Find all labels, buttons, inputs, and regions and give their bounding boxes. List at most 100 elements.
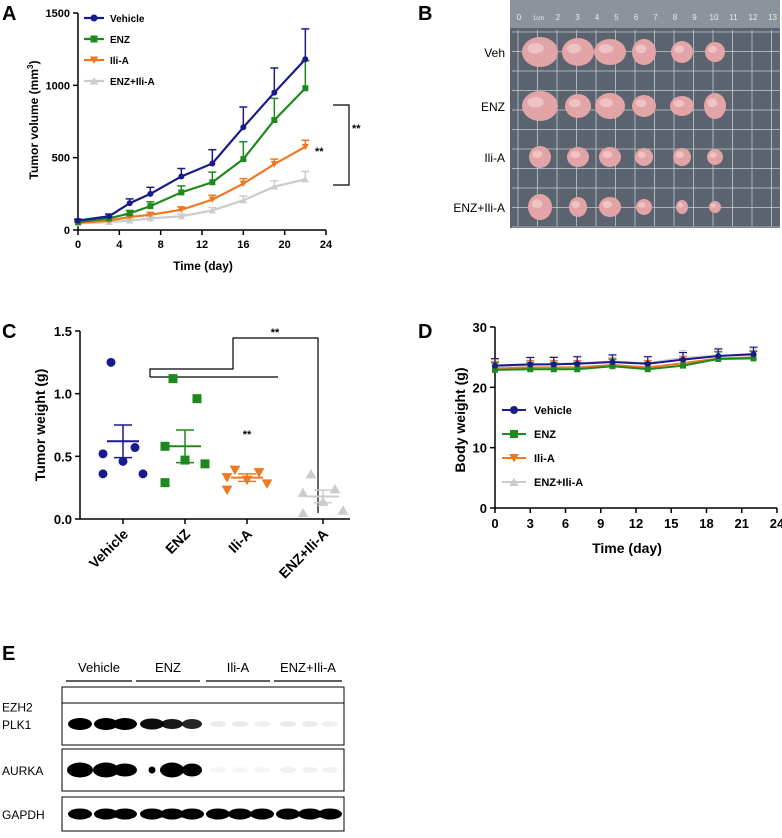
photo-ruler-label: 3 bbox=[575, 13, 580, 22]
photo-ruler-label: 7 bbox=[653, 13, 658, 22]
chart-a-point bbox=[147, 190, 154, 197]
panel-label-e: E bbox=[2, 643, 15, 665]
chart-a-legend-label: ENZ+Ili-A bbox=[110, 77, 155, 88]
chart-d-xlabel: Time (day) bbox=[592, 540, 662, 556]
chart-a-legend-marker bbox=[89, 56, 99, 64]
chart-d-point bbox=[574, 366, 581, 373]
chart-d-point bbox=[715, 352, 722, 359]
chart-d-legend-marker bbox=[510, 406, 518, 414]
tumor-highlight bbox=[527, 97, 544, 108]
blot-band bbox=[94, 718, 118, 730]
photo-ruler-label: 1cm bbox=[533, 16, 544, 22]
chart-c-point bbox=[297, 507, 309, 518]
chart-d-legend-marker bbox=[509, 454, 519, 463]
blot-group-label: Vehicle bbox=[78, 660, 120, 675]
chart-c-point bbox=[329, 483, 341, 494]
blot-band bbox=[298, 808, 322, 820]
chart-a-xtick-label: 24 bbox=[320, 239, 333, 251]
blot-band bbox=[210, 721, 226, 727]
photo-ruler-label: 10 bbox=[710, 13, 719, 22]
photo-ruler-label: 11 bbox=[729, 13, 738, 22]
chart-c-point bbox=[337, 505, 349, 515]
chart-c-xtick-label: ENZ bbox=[162, 525, 193, 556]
chart-d-legend-label: ENZ bbox=[534, 429, 556, 441]
chart-c-sig-bracket: ** bbox=[271, 327, 280, 339]
chart-d-ytick-label: 0 bbox=[480, 501, 487, 516]
chart-d-xtick-label: 3 bbox=[527, 516, 534, 531]
blot-protein-label: PLK1 bbox=[2, 718, 32, 732]
blot-band bbox=[113, 808, 137, 820]
blot-band bbox=[322, 721, 338, 727]
tumor-highlight bbox=[638, 202, 646, 208]
tumor-highlight bbox=[635, 99, 647, 108]
blot-band bbox=[318, 808, 342, 820]
chart-c-point bbox=[98, 469, 108, 479]
blot-band bbox=[228, 808, 252, 820]
chart-c-point bbox=[106, 357, 116, 367]
panel-label-c: C bbox=[2, 321, 16, 343]
tumor-highlight bbox=[709, 152, 717, 158]
chart-a-point bbox=[147, 203, 154, 210]
blot-band bbox=[113, 718, 137, 730]
chart-a-ytick-label: 1000 bbox=[46, 80, 70, 92]
chart-a-point bbox=[209, 179, 216, 186]
chart-a-point bbox=[240, 124, 247, 131]
chart-a-xtick-label: 16 bbox=[237, 239, 249, 251]
chart-a-point bbox=[146, 215, 154, 222]
chart-c-point bbox=[305, 468, 317, 479]
chart-a-point bbox=[270, 183, 278, 190]
blot-protein-label: AURKA bbox=[2, 764, 43, 778]
chart-a-point bbox=[178, 173, 185, 180]
blot-band bbox=[250, 808, 274, 820]
chart-a-legend-label: ENZ bbox=[110, 35, 130, 46]
chart-a-ytick-label: 1500 bbox=[46, 8, 70, 20]
tumor-highlight bbox=[599, 98, 613, 108]
blot-band bbox=[160, 762, 184, 778]
chart-d-xtick-label: 24 bbox=[770, 516, 782, 531]
chart-c-point bbox=[221, 473, 233, 483]
chart-d-point bbox=[527, 361, 534, 368]
chart-a-point bbox=[126, 200, 133, 207]
chart-d-xtick-label: 6 bbox=[562, 516, 569, 531]
chart-a-sig-ilia: ** bbox=[315, 146, 324, 158]
chart-d-xtick-label: 12 bbox=[629, 516, 643, 531]
tumor-highlight bbox=[532, 150, 543, 159]
chart-c-point bbox=[160, 478, 170, 488]
chart-a-point bbox=[301, 176, 309, 183]
chart-d-point bbox=[574, 360, 581, 367]
chart-a-point bbox=[239, 197, 247, 204]
chart-a-legend-label: Ili-A bbox=[110, 56, 129, 67]
chart-d-point bbox=[750, 351, 757, 358]
photo-ruler-label: 13 bbox=[768, 13, 777, 22]
photo-ruler-label: 9 bbox=[692, 13, 697, 22]
blot-band bbox=[254, 721, 270, 727]
panel-label-b: B bbox=[418, 3, 432, 25]
chart-c-xtick-label: Ili-A bbox=[225, 526, 255, 556]
blot-band bbox=[68, 808, 92, 820]
blot-band bbox=[280, 767, 296, 773]
chart-c-point bbox=[253, 468, 265, 478]
chart-d-point bbox=[550, 366, 557, 373]
blot-band bbox=[276, 808, 300, 820]
chart-c-ytick-label: 1.0 bbox=[54, 387, 72, 402]
tumor-highlight bbox=[637, 151, 646, 158]
chart-a-ytick-label: 0 bbox=[64, 225, 70, 237]
chart-c-ylabel: Tumor weight (g) bbox=[32, 369, 48, 482]
tumor-highlight bbox=[635, 44, 647, 54]
chart-c-point bbox=[98, 449, 108, 459]
tumor-highlight bbox=[531, 199, 543, 209]
chart-a-point bbox=[146, 211, 154, 219]
photo-ruler bbox=[510, 0, 780, 28]
tumor-highlight bbox=[675, 151, 684, 158]
chart-d-body-weight: Body weight (g) Time (day) 0 10 20 30 0 3 6 9 12… bbox=[452, 320, 782, 556]
chart-a-xtick-label: 12 bbox=[196, 239, 208, 251]
chart-d-point bbox=[715, 355, 722, 362]
photo-row-label: Veh bbox=[484, 46, 505, 60]
blot-band bbox=[148, 766, 156, 774]
blot-band bbox=[67, 762, 93, 778]
chart-c-point bbox=[192, 394, 202, 404]
chart-c-point bbox=[130, 443, 140, 453]
blot-protein-label: EZH2 bbox=[2, 701, 33, 715]
chart-d-point bbox=[680, 356, 686, 363]
